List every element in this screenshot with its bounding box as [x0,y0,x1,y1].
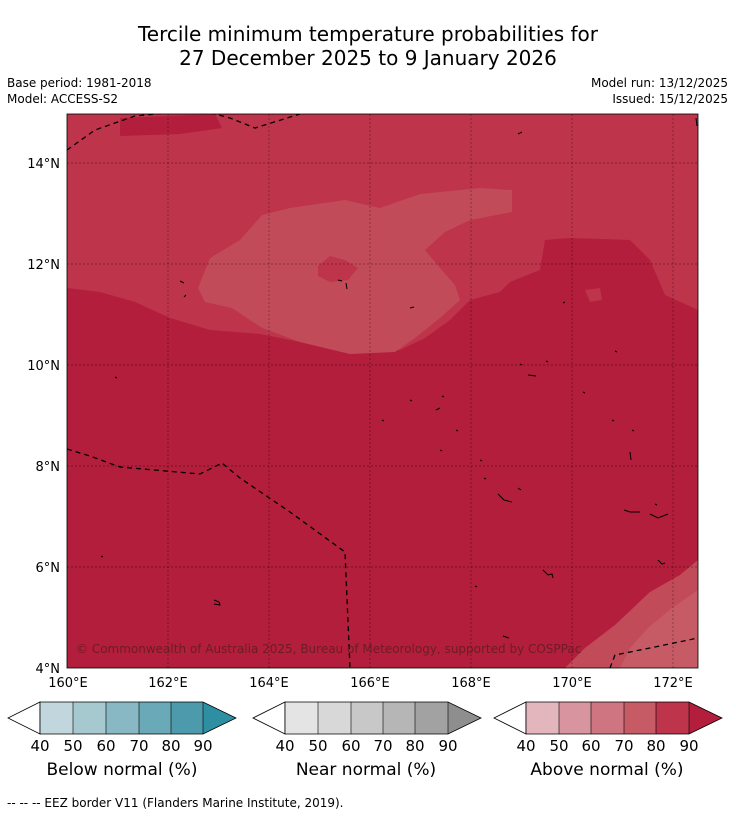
graticule [67,114,698,668]
meta-left: Base period: 1981-2018 Model: ACCESS-S2 [7,75,152,107]
colorbar-label-below: Below normal (%) [46,760,198,780]
lat-label: 6°N [36,561,61,576]
colorbar-tick: 40 [275,737,294,755]
colorbar-tick: 70 [614,737,633,755]
lat-label: 14°N [27,157,60,172]
colorbar-tick: 70 [129,737,148,755]
lon-label: 172°E [653,676,693,691]
colorbar-tick: 60 [341,737,360,755]
islands [100,117,698,639]
eez-footnote: -- -- -- EEZ border V11 (Flanders Marine… [7,796,344,810]
colorbar-swatch [526,702,559,734]
colorbar-tick: 50 [308,737,327,755]
title-line-1: Tercile minimum temperature probabilitie… [137,22,599,46]
colorbar-max-arrow [689,702,722,734]
colorbar-swatch [351,702,383,734]
colorbar-min-arrow [493,701,527,735]
colorbar-tick: 80 [405,737,424,755]
colorbar-tick: 80 [161,737,180,755]
colorbar-tick: 80 [646,737,665,755]
colorbar-swatch [656,702,689,734]
colorbar-tick: 70 [373,737,392,755]
colorbar-tick: 60 [581,737,600,755]
region-70-80-pocket [585,288,602,302]
colorbar-tick: 90 [679,737,698,755]
colorbar-tick: 40 [30,737,49,755]
lon-label: 164°E [249,676,289,691]
colorbar-swatch [591,702,624,734]
lon-label: 170°E [552,676,592,691]
copyright-text: © Commonwealth of Australia 2025, Bureau… [76,642,581,656]
eez-borders [67,114,698,668]
region-50-60-corner [620,590,698,668]
colorbar-swatch [139,702,171,734]
colorbar-swatch [383,702,415,734]
colorbar-below-normal: 40 50 60 70 80 90 [7,701,237,755]
lon-label: 168°E [451,676,491,691]
colorbar-label-near: Near normal (%) [295,760,437,780]
model-name: Model: ACCESS-S2 [7,92,119,106]
lon-label: 166°E [350,676,390,691]
colorbar-max-arrow [448,702,481,734]
issued-date: Issued: 15/12/2025 [612,92,728,106]
colorbar-above-normal: 40 50 60 70 80 90 [493,701,723,755]
colorbar-swatch [171,702,203,734]
colorbar-min-arrow [7,701,41,735]
lon-label: 160°E [48,676,88,691]
lat-label: 4°N [36,662,61,677]
lat-label: 12°N [27,258,60,273]
lon-labels: 160°E 162°E 164°E 166°E 168°E 170°E 172°… [48,676,693,691]
colorbar-tick: 90 [438,737,457,755]
lon-label: 162°E [148,676,188,691]
lat-label: 10°N [27,359,60,374]
region-80-90-south [67,238,698,668]
colorbar-tick: 90 [193,737,212,755]
colorbar-swatch [559,702,591,734]
colorbar-tick: 50 [549,737,568,755]
colorbar-tick: 40 [516,737,535,755]
region-80-90-north-strip [120,114,222,136]
region-70-80-blob [318,256,358,282]
colorbar-swatch [106,702,139,734]
colorbar-swatch [40,702,73,734]
lat-labels: 14°N 12°N 10°N 8°N 6°N 4°N [27,157,60,677]
model-run: Model run: 13/12/2025 [590,76,728,90]
colorbar-label-above: Above normal (%) [530,760,684,780]
map-area: © Commonwealth of Australia 2025, Bureau… [67,114,698,668]
colorbar-swatch [415,702,448,734]
colorbar-tick: 60 [96,737,115,755]
map-title: Tercile minimum temperature probabilitie… [0,22,736,70]
colorbar-swatch [318,702,351,734]
colorbar-max-arrow [203,702,236,734]
title-line-2: 27 December 2025 to 9 January 2026 [179,46,557,70]
colorbar-min-arrow [252,701,286,735]
colorbar-swatch [285,702,318,734]
colorbar-swatch [73,702,106,734]
colorbar-swatch [624,702,656,734]
colorbar-tick: 50 [63,737,82,755]
base-period: Base period: 1981-2018 [7,76,152,90]
meta-right: Model run: 13/12/2025 Issued: 15/12/2025 [591,75,728,107]
colorbar-near-normal: 40 50 60 70 80 90 [252,701,482,755]
map-frame [66,113,699,669]
lat-label: 8°N [36,460,61,475]
